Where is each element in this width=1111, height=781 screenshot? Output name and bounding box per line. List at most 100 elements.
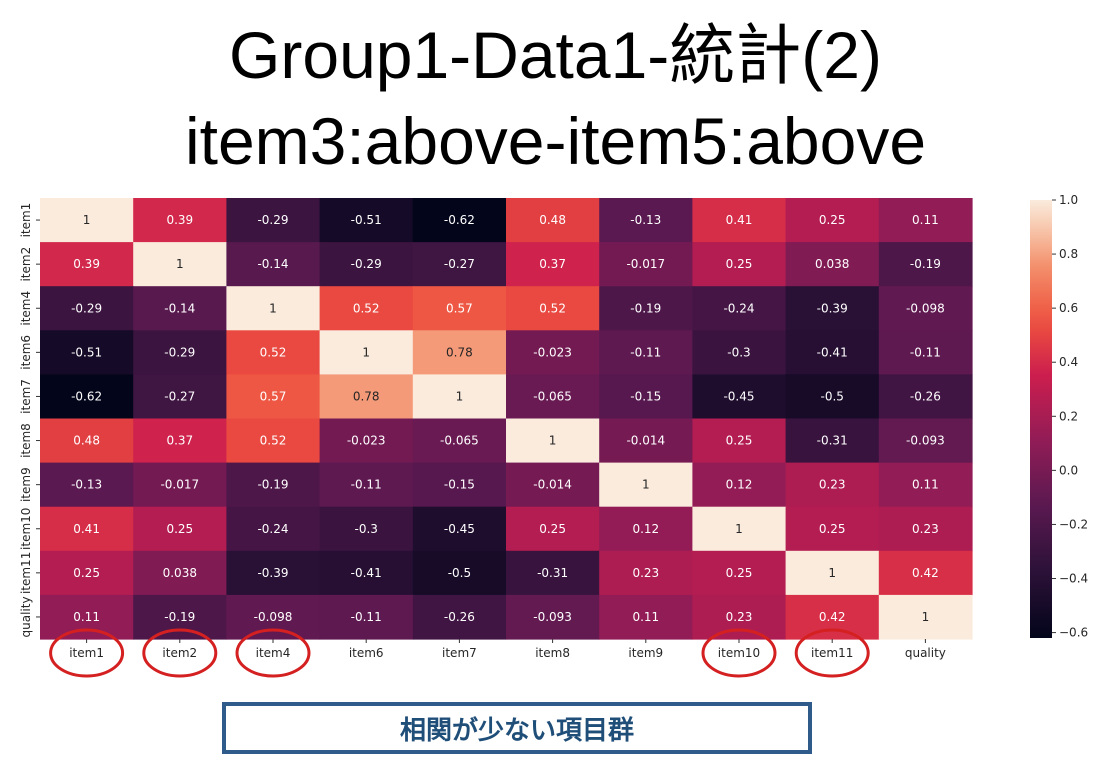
heatmap-cell (599, 330, 693, 375)
heatmap-cell-label: 1 (828, 566, 836, 580)
heatmap-cell-label: 0.11 (73, 610, 100, 624)
heatmap-cell-label: -0.19 (164, 610, 195, 624)
heatmap-cell (226, 374, 321, 420)
heatmap-cell-label: 0.57 (446, 301, 473, 315)
heatmap-cell-label: -0.3 (727, 345, 750, 359)
heatmap-cell-label: 0.11 (632, 610, 659, 624)
heatmap-cell (692, 242, 787, 287)
heatmap-cell (226, 286, 321, 331)
heatmap-cell (785, 286, 880, 331)
heatmap-cell (412, 198, 507, 243)
heatmap-cell (319, 374, 414, 420)
heatmap-cell (40, 418, 134, 464)
colorbar-tick-label: 0.4 (1059, 355, 1078, 369)
heatmap-cell-label: -0.27 (444, 257, 475, 271)
colorbar-tick-label: 1.0 (1059, 193, 1078, 207)
heatmap-cell-label: -0.098 (254, 610, 293, 624)
heatmap-cell (319, 594, 414, 640)
heatmap-cell-label: -0.62 (444, 213, 475, 227)
heatmap-cell (412, 242, 507, 287)
heatmap-cell-label: 0.038 (163, 566, 197, 580)
heatmap-cell (133, 374, 227, 420)
heatmap-cell (412, 374, 507, 420)
heatmap-cell-label: -0.065 (440, 434, 479, 448)
annotation-box: 相関が少ない項目群 (222, 702, 812, 754)
heatmap-cell-label: -0.093 (533, 610, 572, 624)
heatmap-cell (226, 462, 321, 508)
heatmap-cell (412, 594, 507, 640)
heatmap-cell-label: 0.25 (726, 257, 753, 271)
heatmap-cell (506, 594, 600, 640)
heatmap-cell-label: -0.51 (71, 345, 102, 359)
heatmap-cell-label: -0.19 (910, 257, 941, 271)
y-tick-label: item2 (19, 247, 33, 282)
heatmap-cell (785, 550, 880, 596)
heatmap-cell (692, 594, 787, 640)
heatmap-cell-label: 0.25 (726, 434, 753, 448)
heatmap-cell-label: 1 (549, 434, 557, 448)
heatmap-cell (40, 594, 134, 640)
heatmap-cell (319, 506, 414, 552)
heatmap-cell-label: -0.29 (164, 345, 195, 359)
colorbar-tick-label: −0.4 (1059, 572, 1088, 586)
heatmap-cell (878, 418, 973, 464)
heatmap-cell-label: -0.29 (257, 213, 288, 227)
heatmap-cell (506, 330, 600, 375)
heatmap-cell-label: 1 (922, 610, 930, 624)
heatmap-cell-label: -0.11 (630, 345, 661, 359)
heatmap-cell-label: 0.25 (539, 522, 566, 536)
heatmap-cell-label: -0.13 (71, 478, 102, 492)
heatmap-cell-label: -0.093 (906, 434, 945, 448)
title-line-2: item3:above-item5:above (184, 104, 927, 178)
heatmap-cell-label: 0.11 (912, 478, 939, 492)
x-tick-label: item11 (811, 646, 853, 660)
heatmap-cell (412, 462, 507, 508)
colorbar-tick-label: −0.6 (1059, 626, 1088, 640)
heatmap-cell (133, 418, 227, 464)
heatmap-cell-label: -0.45 (723, 389, 754, 403)
heatmap-cell-label: -0.24 (257, 522, 288, 536)
heatmap-cell (878, 462, 973, 508)
heatmap-cell-label: 0.78 (353, 389, 380, 403)
heatmap-cell (599, 242, 693, 287)
colorbar-tick-label: 0.2 (1059, 409, 1078, 423)
heatmap-cell-label: -0.098 (906, 301, 945, 315)
heatmap-cell-label: 0.41 (73, 522, 100, 536)
heatmap-cell-label: 1 (735, 522, 743, 536)
heatmap-cell (40, 242, 134, 287)
heatmap-cell (412, 286, 507, 331)
heatmap-cell (692, 198, 787, 243)
y-tick-label: item7 (19, 379, 33, 414)
heatmap-cell-label: 0.52 (539, 301, 566, 315)
x-tick-label: item2 (162, 646, 197, 660)
heatmap-cell-label: 0.25 (166, 522, 193, 536)
x-tick-label: item1 (69, 646, 104, 660)
x-axis-labels: item1 item2 item4 item6 item7 item8 item9 item1… (69, 639, 946, 660)
heatmap-cell-label: 0.25 (819, 522, 846, 536)
heatmap-cell-label: -0.39 (257, 566, 288, 580)
heatmap-cell-label: -0.023 (533, 345, 572, 359)
heatmap-cell (692, 374, 787, 420)
heatmap-cell (506, 242, 600, 287)
heatmap-cell-label: 0.52 (260, 434, 287, 448)
heatmap-cell-label: -0.15 (630, 389, 661, 403)
y-axis-labels: item1 item2 item4 item6 item7 item8 item9 item1… (19, 203, 40, 637)
heatmap-cell-label: 0.39 (166, 213, 193, 227)
heatmap-cell (506, 418, 600, 464)
x-tick-label: item9 (628, 646, 663, 660)
heatmap-cell (133, 506, 227, 552)
heatmap-cell (412, 418, 507, 464)
heatmap-cell-label: 0.25 (726, 566, 753, 580)
y-tick-label: item6 (19, 335, 33, 370)
heatmap-cell-label: -0.14 (164, 301, 195, 315)
annotation-text: 相関が少ない項目群 (399, 715, 634, 746)
y-tick-label: item1 (19, 203, 33, 238)
heatmap-cell (40, 330, 134, 375)
heatmap-cell (692, 462, 787, 508)
heatmap-cells (40, 198, 973, 640)
x-tick-label: item7 (442, 646, 477, 660)
heatmap-cell-label: -0.31 (537, 566, 568, 580)
x-tick-label: item6 (349, 646, 384, 660)
heatmap-cell (412, 550, 507, 596)
heatmap-cell-label: -0.13 (630, 213, 661, 227)
